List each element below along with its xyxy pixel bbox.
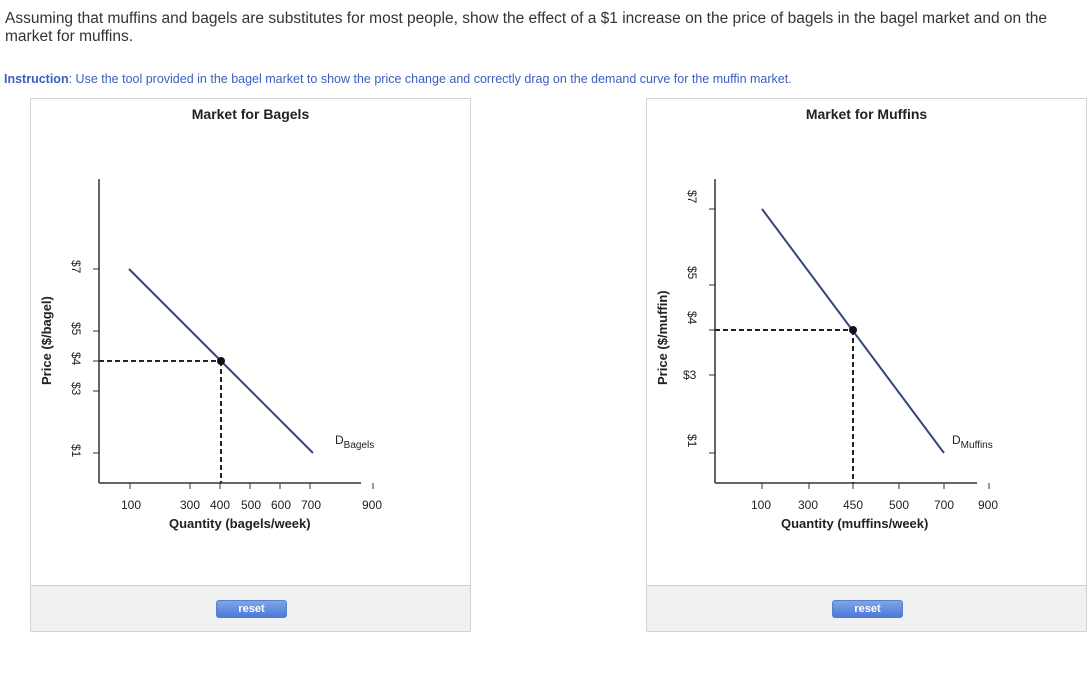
instruction-text: Instruction: Use the tool provided in th… <box>4 72 792 86</box>
question-text: Assuming that muffins and bagels are sub… <box>5 10 1048 45</box>
muffin-panel-footer: reset <box>647 585 1086 631</box>
demand-letter: D <box>952 433 961 447</box>
muffin-market-graph: $7 $5 $4 $3 $1 100 300 450 500 700 900 Q… <box>655 179 998 531</box>
price-label: $5 <box>685 266 699 280</box>
bagel-market-title: Market for Bagels <box>191 106 310 122</box>
quantity-label: 500 <box>889 498 909 512</box>
price-label: $1 <box>685 434 699 448</box>
reset-button[interactable]: reset <box>216 600 287 618</box>
bagel-market-graph: $7 $5 $4 $3 $1 100 300 400 500 600 700 9… <box>39 179 382 531</box>
quantity-label: 300 <box>798 498 818 512</box>
price-label: $3 <box>69 382 83 396</box>
muffin-x-axis-title: Quantity (muffins/week) <box>781 516 928 531</box>
price-label: $5 <box>69 322 83 336</box>
price-label: $4 <box>685 311 699 325</box>
quantity-label: 500 <box>241 498 261 512</box>
muffin-y-axis-title: Price ($/muffin) <box>655 290 670 385</box>
bagel-panel-footer: reset <box>31 585 470 631</box>
reset-button[interactable]: reset <box>832 600 903 618</box>
equilibrium-point[interactable] <box>217 357 225 365</box>
muffin-market-panel: Market for Muffins $7 $5 $4 $3 $1 100 30… <box>646 98 1087 632</box>
quantity-label: 900 <box>362 498 382 512</box>
price-label: $3 <box>683 368 697 382</box>
instruction-prefix: Instruction <box>4 72 69 86</box>
equilibrium-point[interactable] <box>849 326 857 334</box>
bagel-market-panel: Market for Bagels $7 $5 $4 $3 $1 100 300… <box>30 98 471 632</box>
price-label: $7 <box>685 190 699 204</box>
demand-subscript: Bagels <box>344 440 375 451</box>
demand-letter: D <box>335 433 344 447</box>
quantity-label: 900 <box>978 498 998 512</box>
quantity-label: 700 <box>301 498 321 512</box>
muffin-market-title: Market for Muffins <box>805 106 928 122</box>
muffin-demand-label: DMuffins <box>952 433 993 451</box>
bagel-demand-label: DBagels <box>335 433 374 451</box>
quantity-label: 600 <box>271 498 291 512</box>
price-label: $7 <box>69 260 83 274</box>
price-label: $4 <box>69 352 83 366</box>
quantity-label: 100 <box>121 498 141 512</box>
instruction-body: : Use the tool provided in the bagel mar… <box>68 72 792 86</box>
demand-subscript: Muffins <box>961 440 993 451</box>
quantity-label: 300 <box>180 498 200 512</box>
quantity-label: 100 <box>751 498 771 512</box>
bagel-x-axis-title: Quantity (bagels/week) <box>169 516 311 531</box>
quantity-label: 700 <box>934 498 954 512</box>
price-label: $1 <box>69 444 83 458</box>
bagel-y-axis-title: Price ($/bagel) <box>39 296 54 385</box>
quantity-label: 400 <box>210 498 230 512</box>
quantity-label: 450 <box>843 498 863 512</box>
